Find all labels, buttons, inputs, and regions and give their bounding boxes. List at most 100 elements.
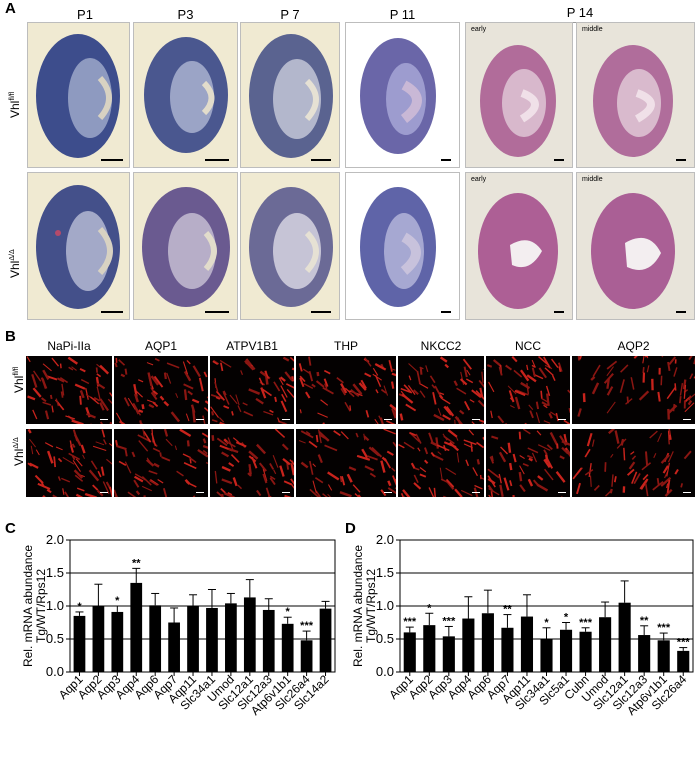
fluorescence-image-nkcc2-control: [398, 356, 484, 424]
bar: [559, 629, 573, 672]
scale-bar: [282, 419, 290, 420]
bar: [262, 609, 275, 672]
bar: [243, 597, 256, 672]
panel-b-letter: B: [5, 328, 16, 345]
bar: [130, 582, 143, 672]
bar: [501, 627, 514, 672]
y-tick-label: 0.0: [376, 664, 394, 679]
y-axis-label: Tg/WT/Rps12: [34, 569, 48, 643]
kidney-section-p11-control: [345, 22, 460, 168]
kidney-section-p3-knockout: [133, 172, 238, 320]
y-tick-label: 0.0: [46, 664, 64, 679]
fluorescence-image-aqp2-knockout: [572, 429, 695, 497]
bar: [638, 635, 651, 672]
bar-chart-d: 0.0 0.5 1.0 1.5 2.0 Rel. mRNA abundance Tg/WT/…: [351, 532, 694, 718]
bar: [579, 631, 592, 672]
stain-label-nkcc2: NKCC2: [420, 339, 462, 353]
tag-middle: middle: [582, 176, 603, 183]
scale-bar: [205, 159, 229, 161]
bar: [300, 640, 313, 672]
stain-label-napi-iia: NaPi-IIa: [47, 339, 91, 353]
row-label-vhl-flox: Vhlfl/fl: [8, 91, 22, 118]
scale-bar: [683, 419, 691, 420]
scale-bar: [100, 492, 108, 493]
significance-mark: ***: [300, 620, 314, 632]
bar: [403, 632, 416, 672]
bar: [540, 639, 553, 672]
bar: [657, 640, 670, 672]
significance-mark: **: [503, 604, 512, 616]
scale-bar: [100, 419, 108, 420]
scale-bar: [282, 492, 290, 493]
bar: [520, 616, 534, 672]
bar-chart-c: 0.0 0.5 1.0 1.5 2.0 Rel. mRNA abundance Tg/WT/…: [21, 532, 336, 718]
tag-early: early: [471, 26, 487, 33]
fluorescence-image-atpv1b1-knockout: [210, 429, 294, 497]
bar: [462, 618, 475, 672]
y-tick-label: 1.5: [46, 565, 64, 580]
kidney-section-p14-knockout-early: early: [465, 172, 573, 320]
y-tick-label: 0.5: [46, 631, 64, 646]
fluorescence-image-ncc-knockout: [486, 429, 570, 497]
stain-label-ncc: NCC: [515, 339, 541, 353]
scale-bar: [311, 311, 331, 313]
significance-mark: *: [77, 601, 82, 613]
scale-bar: [101, 311, 123, 313]
scale-bar: [384, 419, 392, 420]
y-axis-label: Tg/WT/Rps12: [364, 569, 378, 643]
significance-mark: ***: [403, 616, 417, 628]
tag-middle: middle: [582, 26, 603, 33]
row-label-vhl-delta: VhlΔ/Δ: [12, 437, 26, 466]
scale-bar: [205, 311, 229, 313]
stain-label-atpv1b1: ATPV1B1: [226, 339, 278, 353]
significance-mark: *: [564, 612, 569, 624]
bar: [225, 603, 237, 672]
significance-mark: ***: [677, 637, 691, 649]
bar: [149, 605, 162, 672]
scale-bar: [196, 492, 204, 493]
bar: [423, 625, 436, 672]
fluorescence-image-aqp1-control: [114, 356, 208, 424]
y-tick-label: 0.5: [376, 631, 394, 646]
bar: [206, 607, 218, 672]
scale-bar: [558, 492, 566, 493]
kidney-section-p14-control-middle: middle: [576, 22, 695, 168]
fluorescence-image-napi-iia-control: [26, 356, 112, 424]
significance-mark: *: [427, 602, 432, 614]
significance-mark: ***: [579, 617, 593, 629]
bar: [281, 623, 294, 672]
bar: [677, 650, 690, 672]
bar: [111, 611, 124, 672]
bar: [319, 608, 332, 672]
fluorescence-image-aqp1-knockout: [114, 429, 208, 497]
fluorescence-image-thp-knockout: [296, 429, 396, 497]
scale-bar: [554, 311, 564, 313]
bar: [187, 606, 199, 672]
bar: [168, 622, 180, 672]
row-label-vhl-delta: VhlΔ/Δ: [8, 249, 22, 278]
stain-label-aqp2: AQP2: [617, 339, 650, 353]
column-label-p3: P3: [177, 7, 194, 22]
column-label-p14: P 14: [566, 5, 594, 20]
y-tick-label: 1.5: [376, 565, 394, 580]
bar: [442, 636, 455, 672]
fluorescence-image-aqp2-control: [572, 356, 695, 424]
scale-bar: [676, 311, 686, 313]
stain-label-thp: THP: [334, 339, 358, 353]
fluorescence-image-thp-control: [296, 356, 396, 424]
scale-bar: [384, 492, 392, 493]
scale-bar: [196, 419, 204, 420]
significance-mark: **: [132, 557, 141, 569]
kidney-section-p1-control: [27, 22, 130, 168]
fluorescence-image-atpv1b1-control: [210, 356, 294, 424]
tag-early: early: [471, 176, 487, 183]
fluorescence-image-nkcc2-knockout: [398, 429, 484, 497]
bar: [481, 613, 494, 672]
scale-bar: [683, 492, 691, 493]
scale-bar: [554, 159, 564, 161]
column-label-p11: P 11: [389, 7, 416, 22]
kidney-section-p14-knockout-middle: middle: [576, 172, 695, 320]
y-axis-label: Rel. mRNA abundance: [21, 545, 35, 667]
panel-d-letter: D: [345, 520, 356, 537]
scale-bar: [101, 159, 123, 161]
